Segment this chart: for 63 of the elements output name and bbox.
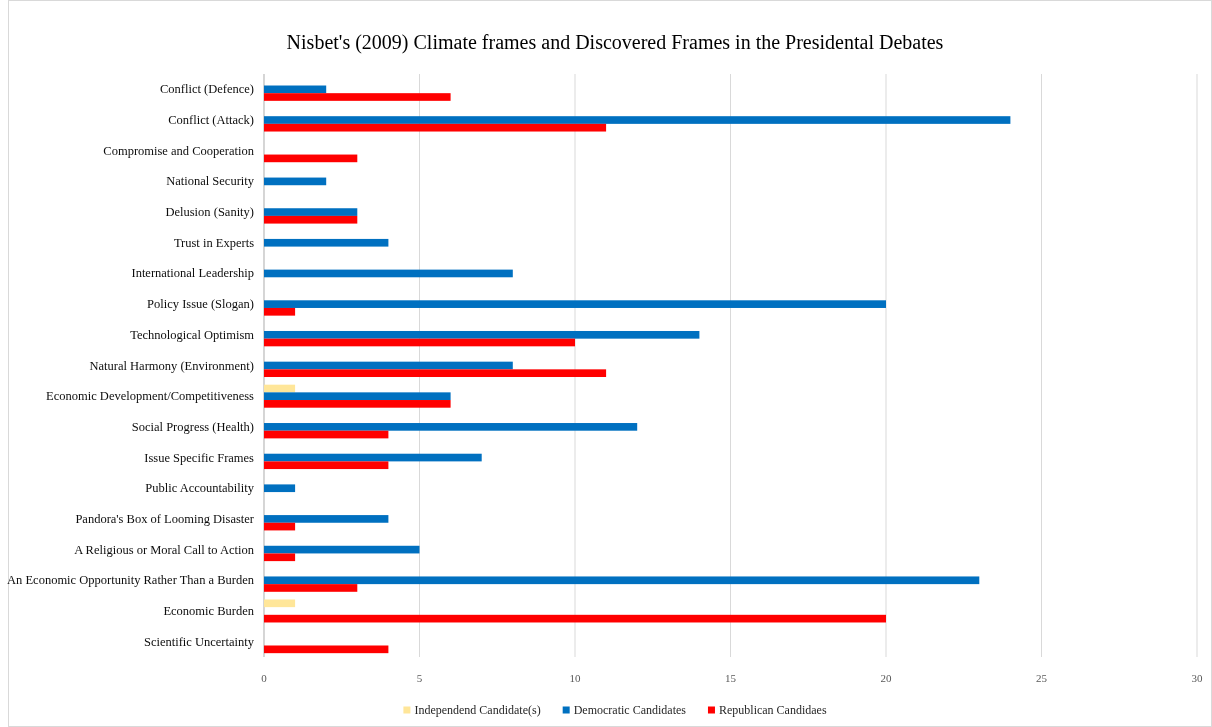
y-tick-label: Pandora's Box of Looming Disaster [75,511,255,526]
y-tick-label: Technological Optimism [130,327,255,342]
y-tick-label: Delusion (Sanity) [165,205,254,220]
y-tick-label: Natural Harmony (Environment) [89,358,254,373]
bar [264,123,607,132]
y-tick-label: Conflict (Defence) [159,82,254,97]
y-tick-label: An Economic Opportunity Rather Than a Burden [7,573,255,588]
bar [264,116,1011,124]
x-tick-label: 20 [880,672,892,684]
bar [264,384,296,393]
bar [264,599,296,608]
y-tick-label: Economic Burden [163,603,255,618]
x-tick-label: 30 [1191,672,1203,684]
bar [264,215,358,224]
y-tick-label: Public Accountability [145,481,255,496]
x-tick-label: 15 [725,672,737,684]
bar [264,330,700,339]
bar [264,430,389,439]
bar [264,269,513,278]
x-tick-label: 10 [569,672,581,684]
bar [264,361,513,370]
bar [264,400,451,408]
x-tick-label: 25 [1036,672,1048,684]
bar [264,645,389,654]
bar [264,515,389,523]
legend-label: Republican Candidaes [718,703,827,717]
bar [264,307,296,316]
x-tick-label: 0 [261,672,268,684]
bar [264,423,638,431]
y-tick-label: Social Progress (Health) [131,419,254,434]
bar [264,392,451,401]
y-tick-label: Trust in Experts [173,235,255,250]
y-tick-label: Issue Specific Frames [144,450,255,465]
y-tick-label: National Security [166,174,255,189]
y-tick-label: International Leadership [131,266,254,281]
bar [264,208,358,216]
bar [264,154,358,163]
bar [264,484,296,493]
bar [264,553,296,562]
bar [264,300,886,308]
bar [264,85,327,94]
bar [264,453,482,462]
y-tick-label: Scientific Uncertainty [143,634,255,649]
bar [264,369,607,378]
y-tick-label: Economic Development/Competitiveness [46,389,255,404]
bar [264,584,358,592]
chart-title: Nisbet's (2009) Climate frames and Discovered Frames in the Presidental Debates [286,31,944,54]
bar [264,461,389,470]
y-tick-label: Compromise and Cooperation [103,143,255,158]
bar [264,614,886,623]
bar [264,93,451,101]
legend-label: Democratic Candidates [573,703,687,717]
bar [264,545,420,554]
legend-label: Independend Candidate(s) [414,703,541,717]
y-tick-label: A Religious or Moral Call to Action [74,542,255,557]
bar [264,338,575,347]
bar [264,177,327,186]
bar [264,238,389,247]
x-tick-label: 5 [416,672,423,684]
y-tick-label: Policy Issue (Slogan) [147,297,254,312]
y-tick-label: Conflict (Attack) [168,113,254,128]
bar [264,576,980,585]
bar [264,522,296,531]
